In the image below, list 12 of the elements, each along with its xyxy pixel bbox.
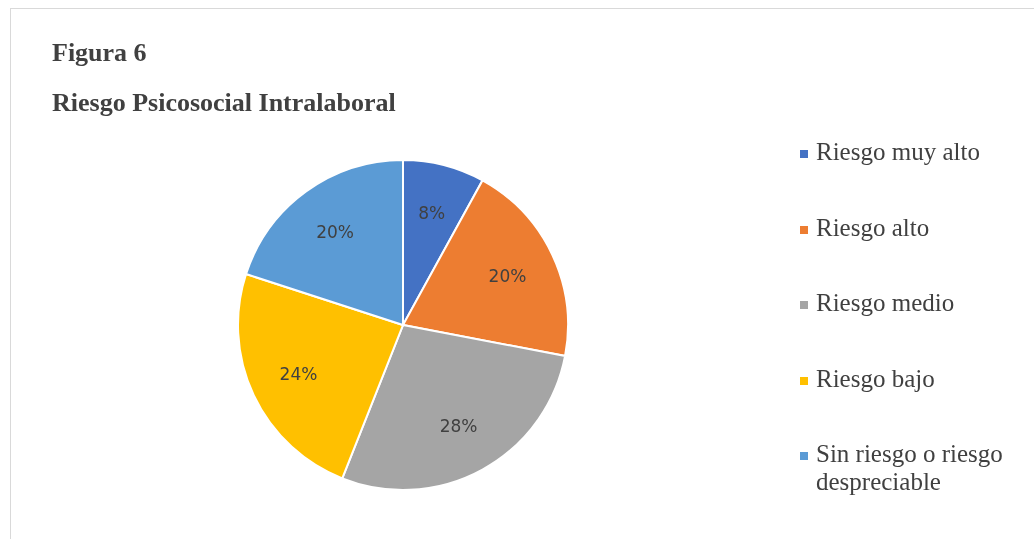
data-label: 24% (279, 364, 318, 385)
chart-title: Figura 6 (52, 38, 147, 68)
legend-label: Riesgo alto (816, 213, 930, 242)
legend-label: Riesgo bajo (816, 364, 935, 393)
legend-label: Riesgo muy alto (816, 138, 980, 166)
chart-subtitle: Riesgo Psicosocial Intralaboral (52, 88, 396, 118)
data-label: 8% (418, 203, 446, 224)
data-label: 28% (439, 416, 478, 437)
legend-label: Sin riesgo o riesgo despreciable (816, 440, 1004, 496)
data-label: 20% (316, 221, 355, 242)
legend-label: Riesgo medio (816, 289, 955, 317)
data-label: 20% (488, 265, 527, 286)
